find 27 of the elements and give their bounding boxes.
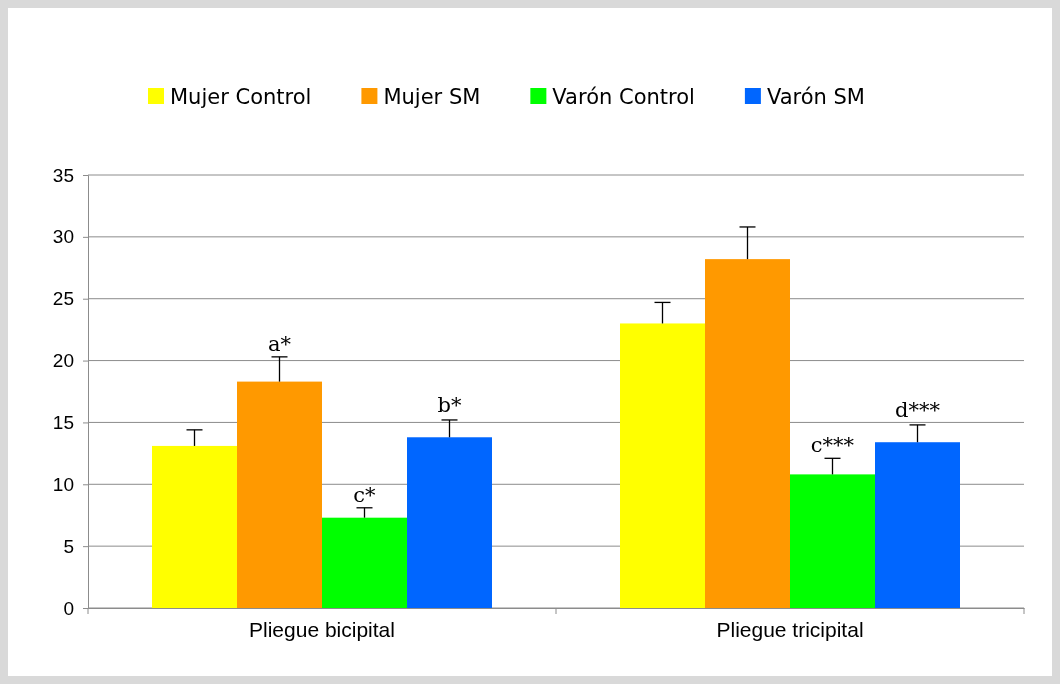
bar — [152, 445, 237, 608]
bar — [790, 474, 875, 608]
bar — [322, 517, 407, 608]
y-tick-label: 10 — [52, 473, 74, 495]
x-tick-label: Pliegue bicipital — [249, 618, 395, 641]
annotation: c*** — [810, 433, 855, 458]
legend-label: Mujer SM — [383, 85, 481, 109]
x-tick-label: Pliegue tricipital — [716, 618, 864, 641]
legend-label: Varón SM — [766, 85, 865, 109]
legend-label: Varón Control — [552, 85, 695, 109]
bar — [407, 437, 492, 608]
annotation: a* — [267, 331, 292, 356]
legend-label: Mujer Control — [170, 85, 312, 109]
bar — [620, 323, 705, 608]
y-tick-label: 5 — [63, 535, 74, 557]
y-tick-label: 0 — [63, 597, 74, 619]
bar — [875, 442, 960, 608]
bar — [237, 381, 322, 608]
annotation: c* — [353, 482, 377, 507]
annotation: d*** — [895, 397, 941, 422]
annotation: b* — [437, 392, 462, 417]
y-tick-label: 20 — [52, 350, 74, 372]
y-tick-label: 15 — [52, 412, 74, 434]
y-tick-label: 30 — [52, 226, 74, 248]
bar — [705, 259, 790, 608]
y-tick-label: 25 — [52, 288, 74, 310]
y-tick-label: 35 — [52, 164, 74, 186]
